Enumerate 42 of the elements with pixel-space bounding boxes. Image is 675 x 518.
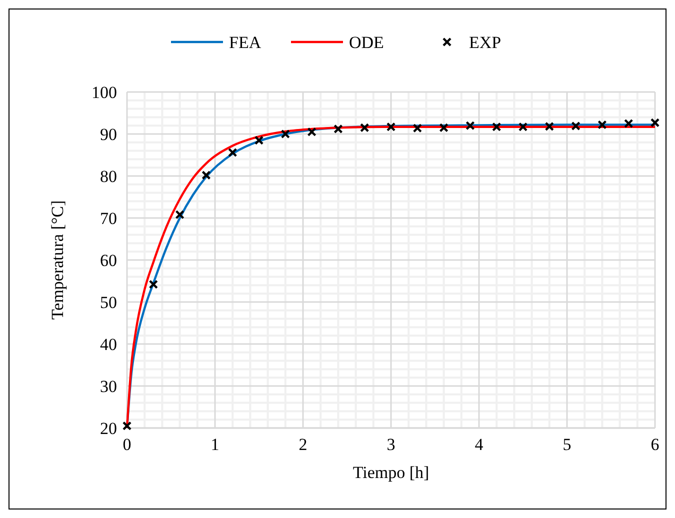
y-tick-label: 100 [92,82,117,102]
point [148,280,158,289]
y-tick-label: 40 [100,334,117,354]
y-axis-title: Temperatura [°C] [48,200,67,320]
point [334,124,343,134]
y-tick-label: 80 [100,166,117,186]
point [650,118,660,128]
x-tick-label: 3 [386,435,396,454]
point [518,122,528,132]
point [598,120,607,130]
point [492,122,502,132]
x-tick-label: 5 [562,435,572,454]
point [571,121,580,131]
point [280,129,290,139]
legend-label: FEA [229,32,262,52]
legend-label: EXP [469,32,502,52]
y-tick-label: 70 [100,208,117,228]
point [624,118,634,128]
y-tick-label: 50 [100,292,117,312]
x-tick-label: 6 [650,435,660,454]
point [412,124,422,133]
y-tick-label: 90 [100,124,117,144]
x-tick-label: 4 [474,435,484,454]
point [466,121,475,130]
point [439,123,448,132]
point [307,127,316,136]
point [360,123,370,132]
legend-label: ODE [349,32,384,52]
point [544,122,554,132]
point [202,170,211,180]
point [122,421,132,430]
x-tick-label: 0 [122,435,132,454]
x-tick-label: 2 [298,435,308,454]
y-tick-label: 20 [100,418,117,438]
y-tick-label: 30 [100,376,117,396]
y-tick-label: 60 [100,250,117,270]
point [175,210,184,220]
point [228,148,238,158]
x-tick-label: 1 [210,435,220,454]
x-axis-title: Tiempo [h] [352,463,430,482]
point [386,122,396,132]
point [254,136,264,145]
